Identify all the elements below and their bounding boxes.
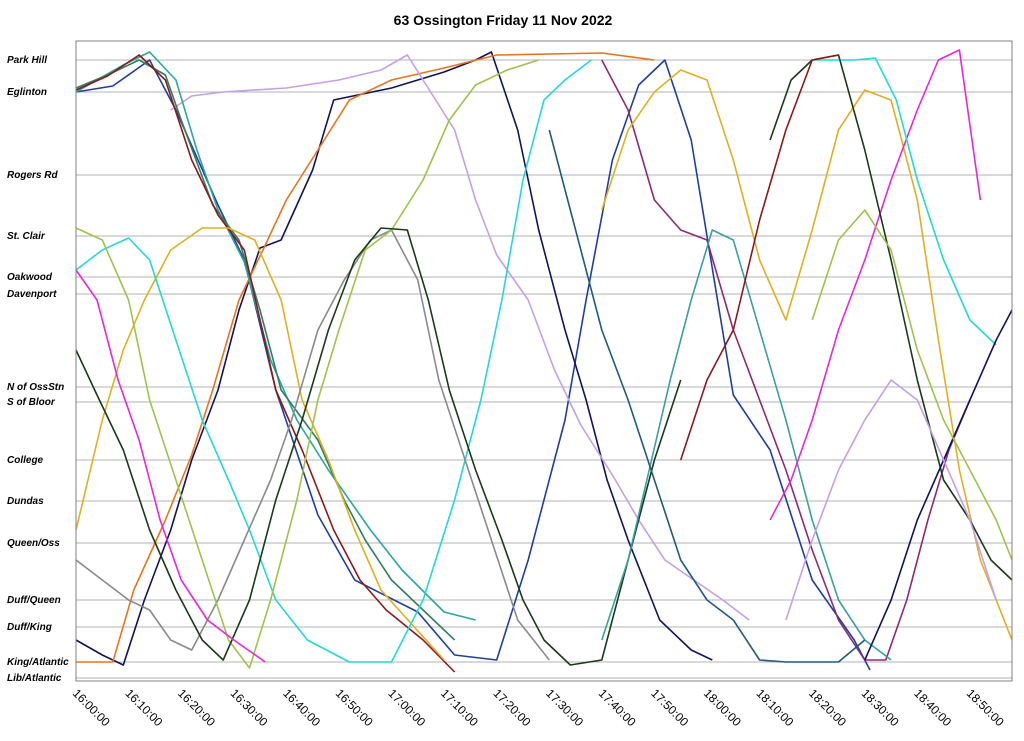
time-tick-label: 16:50:00 <box>333 686 376 729</box>
trip-line-5 <box>75 59 456 641</box>
stop-label: Park Hill <box>7 55 47 66</box>
time-tick-label: 18:20:00 <box>806 686 849 729</box>
trip-line-4 <box>75 51 476 621</box>
time-tick-label: 16:20:00 <box>175 686 218 729</box>
stop-label: Duff/Queen <box>7 595 61 606</box>
trip-line-18 <box>769 54 1013 581</box>
time-tick-label: 18:30:00 <box>859 686 902 729</box>
stop-label: St. Clair <box>7 231 46 242</box>
trip-line-12 <box>75 269 266 663</box>
time-tick-label: 16:40:00 <box>280 686 323 729</box>
time-tick-label: 18:40:00 <box>911 686 954 729</box>
stop-label: King/Atlantic <box>7 657 69 668</box>
plot-frame <box>75 40 1013 682</box>
trip-line-1 <box>75 51 713 666</box>
trip-line-7 <box>75 227 445 661</box>
time-tick-label: 17:30:00 <box>543 686 586 729</box>
time-tick-label: 17:00:00 <box>385 686 428 729</box>
trip-line-2 <box>76 52 655 663</box>
stop-label: Duff/King <box>7 622 52 633</box>
trip-line-15 <box>601 69 1013 641</box>
trip-line-22 <box>679 54 839 461</box>
trip-line-23 <box>548 129 866 663</box>
stop-label: Rogers Rd <box>7 170 58 181</box>
stop-label: Eglinton <box>7 87 47 98</box>
stop-label: N of OssStn <box>7 382 64 393</box>
trip-line-17 <box>812 57 997 346</box>
trip-line-11 <box>75 227 682 666</box>
trip-line-0 <box>75 59 871 671</box>
trip-line-20 <box>811 209 1013 561</box>
stop-label: S of Bloor <box>7 397 56 408</box>
trip-line-13 <box>601 59 971 661</box>
chart-title: 63 Ossington Friday 11 Nov 2022 <box>394 12 613 28</box>
trip-line-14 <box>601 229 892 661</box>
time-axis-labels: 16:00:00 16:10:00 16:20:00 16:30:00 16:40:00… <box>70 686 1007 729</box>
time-tick-label: 16:00:00 <box>70 686 113 729</box>
trip-line-8 <box>75 59 592 663</box>
stop-label: Dundas <box>7 496 44 507</box>
time-tick-label: 17:10:00 <box>438 686 481 729</box>
stop-label: Oakwood <box>7 272 53 283</box>
stop-gridlines <box>76 59 1012 679</box>
time-tick-label: 18:00:00 <box>701 686 744 729</box>
trip-line-6 <box>75 54 456 673</box>
time-tick-label: 17:40:00 <box>596 686 639 729</box>
trip-line-10 <box>75 59 539 669</box>
trip-lines <box>75 49 1013 673</box>
time-tick-label: 16:30:00 <box>228 686 271 729</box>
time-tick-label: 16:10:00 <box>122 686 165 729</box>
time-tick-label: 18:50:00 <box>964 686 1007 729</box>
stop-label: College <box>7 455 44 466</box>
time-tick-label: 18:10:00 <box>753 686 796 729</box>
stop-label: Davenport <box>7 289 57 300</box>
trip-line-3 <box>170 54 750 621</box>
trip-line-21 <box>785 379 997 621</box>
time-tick-label: 17:20:00 <box>491 686 534 729</box>
stop-label: Lib/Atlantic <box>7 673 62 684</box>
stop-label: Queen/Oss <box>7 538 60 549</box>
time-tick-label: 17:50:00 <box>648 686 691 729</box>
trip-line-16 <box>769 49 982 521</box>
trip-line-9 <box>75 229 550 661</box>
stop-labels: Park Hill Eglinton Rogers Rd St. Clair Oakwo… <box>7 55 69 684</box>
